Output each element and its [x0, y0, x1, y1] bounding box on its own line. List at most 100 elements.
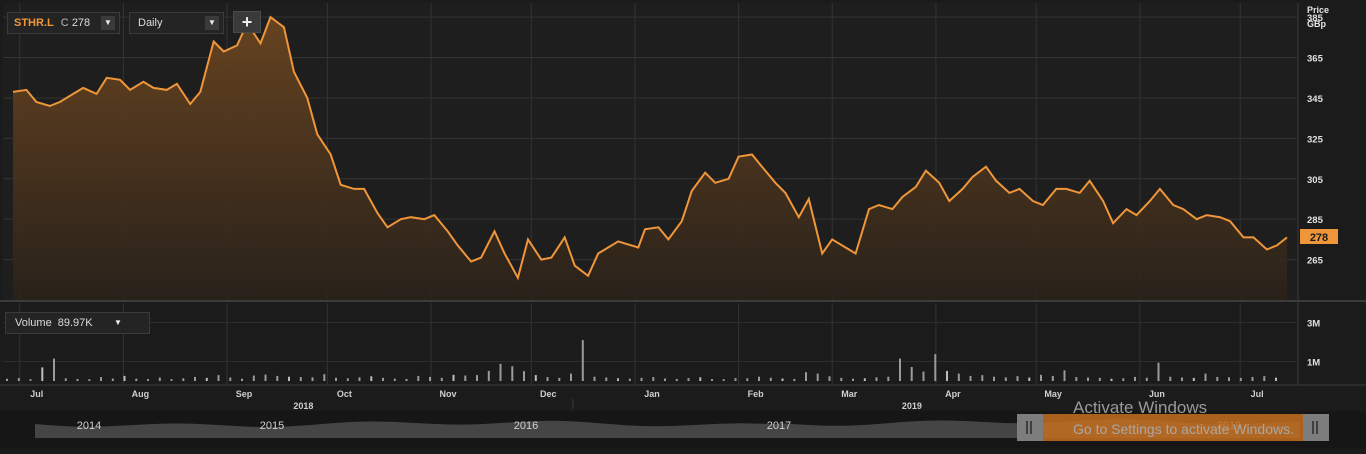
volume-bars: [6, 340, 1277, 381]
volume-bar: [252, 375, 255, 381]
volume-bar: [311, 377, 314, 381]
watermark-title: Activate Windows: [1073, 398, 1208, 417]
volume-bar: [1181, 377, 1183, 381]
month-tick-label: Mar: [841, 389, 858, 399]
navigator-year-label: 2014: [77, 420, 101, 432]
chevron-down-icon[interactable]: ▼: [101, 16, 115, 30]
volume-bar: [699, 377, 702, 381]
volume-bar: [852, 378, 854, 381]
volume-bar: [1263, 376, 1266, 381]
symbol-label: STHR.L: [14, 17, 54, 29]
volume-bar: [499, 363, 502, 381]
price-tick-label: 365: [1307, 54, 1324, 65]
volume-bar: [1228, 377, 1230, 381]
volume-bar: [1192, 377, 1195, 381]
symbol-selector[interactable]: STHR.L C 278 ▼: [7, 12, 120, 34]
volume-bar: [581, 340, 584, 381]
volume-bar: [887, 376, 890, 381]
volume-bar: [346, 378, 349, 381]
volume-bar: [440, 377, 443, 381]
interval-selector[interactable]: Daily ▼: [129, 12, 224, 34]
volume-bar: [722, 379, 725, 381]
month-tick-label: Jan: [644, 389, 660, 399]
volume-bar: [511, 366, 514, 381]
volume-bar: [429, 376, 431, 381]
chevron-down-icon[interactable]: ▼: [205, 16, 219, 30]
price-axis-unit: GBp: [1307, 19, 1327, 29]
volume-bar: [875, 377, 878, 381]
month-tick-label: Dec: [540, 389, 557, 399]
volume-bar: [675, 378, 678, 381]
volume-bar: [687, 378, 690, 381]
volume-bar: [370, 376, 373, 381]
last-price-value: 278: [1310, 232, 1328, 244]
volume-bar: [276, 375, 279, 381]
volume-bar: [816, 373, 819, 381]
volume-bar: [1040, 374, 1042, 381]
price-tick-label: 265: [1307, 256, 1324, 267]
chevron-down-icon[interactable]: ▼: [114, 318, 122, 327]
month-tick-label: Nov: [439, 389, 456, 399]
volume-bar: [100, 377, 102, 381]
volume-bar: [76, 378, 79, 381]
price-area-fill: [13, 17, 1287, 300]
volume-bar: [558, 377, 561, 381]
volume-bar: [617, 378, 619, 381]
interval-label: Daily: [138, 17, 163, 29]
volume-bar: [1063, 370, 1066, 381]
volume-bar: [452, 374, 455, 381]
volume-bar: [1051, 375, 1054, 381]
navigator-year-label: 2016: [514, 420, 538, 432]
volume-bar: [53, 358, 55, 381]
volume-bar: [1204, 373, 1207, 381]
volume-bar: [1098, 377, 1101, 381]
volume-bar: [182, 378, 185, 381]
volume-bar: [29, 379, 32, 381]
volume-bar: [734, 378, 737, 381]
volume-bar: [358, 377, 361, 381]
volume-bar: [288, 376, 290, 381]
volume-selector[interactable]: Volume 89.97K ▼: [5, 312, 150, 334]
volume-bar: [969, 375, 972, 381]
month-tick-label: Apr: [945, 389, 961, 399]
navigator-left-handle[interactable]: [1017, 414, 1043, 441]
volume-bar: [1157, 362, 1160, 381]
volume-bar: [487, 370, 490, 381]
watermark-subtitle: Go to Settings to activate Windows.: [1073, 421, 1294, 437]
volume-bar: [1145, 377, 1148, 381]
volume-bar: [1134, 376, 1136, 381]
volume-tick-label: 1M: [1307, 358, 1320, 369]
month-tick-label: Jul: [1251, 389, 1264, 399]
add-indicator-button[interactable]: +: [233, 11, 261, 33]
price-axis-title: Price: [1307, 5, 1329, 15]
volume-bar: [17, 378, 20, 381]
volume-bar: [793, 378, 796, 381]
volume-bar: [946, 370, 948, 381]
volume-bar: [781, 378, 784, 381]
close-prefix: C: [60, 17, 69, 29]
volume-bar: [123, 375, 126, 381]
volume-bar: [534, 375, 537, 381]
month-tick-label: Feb: [748, 389, 765, 399]
navigator-selection[interactable]: [1017, 414, 1329, 441]
volume-bar: [922, 371, 925, 381]
price-axis-ticks: 265 285 305 325 345 365 385: [1307, 13, 1324, 266]
volume-bar: [170, 379, 173, 381]
volume-bar: [88, 379, 91, 381]
year-tick-label: 2019: [902, 401, 922, 411]
navigator-right-handle[interactable]: [1303, 414, 1329, 441]
volume-bar: [523, 371, 525, 381]
volume-axis-ticks: 1M 3M: [1307, 319, 1320, 369]
month-tick-label: Aug: [132, 389, 150, 399]
price-tick-label: 385: [1307, 13, 1324, 24]
volume-tick-label: 3M: [1307, 319, 1320, 330]
close-value: 278: [71, 17, 91, 29]
volume-bar: [652, 377, 655, 381]
volume-bar: [241, 378, 243, 381]
price-line[interactable]: [12, 15, 1288, 281]
volume-bar: [934, 354, 937, 381]
volume-bar: [1075, 377, 1078, 381]
volume-bar: [335, 377, 337, 381]
